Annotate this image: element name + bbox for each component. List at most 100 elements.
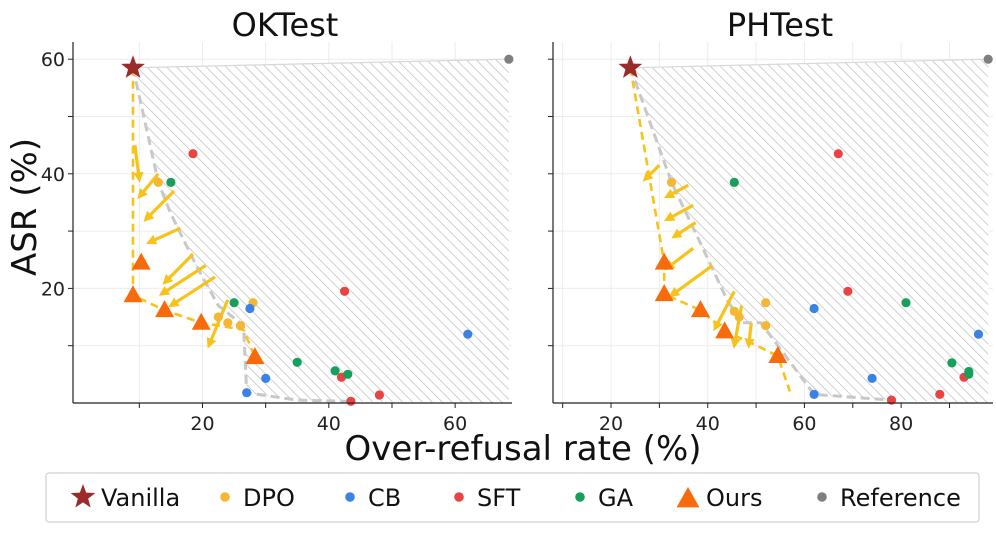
point-ours (191, 312, 211, 330)
axes-phtest: 20 40 60 80 (548, 42, 993, 435)
point-cb (973, 329, 984, 339)
ours-dashed-path (131, 67, 257, 358)
x-axis-label: Over-refusal rate (%) (344, 429, 701, 469)
point-ours (155, 300, 175, 318)
point-ga (947, 358, 957, 368)
panel-phtest: PHTest 20 40 60 80 (548, 6, 993, 435)
point-ours (715, 321, 735, 339)
arrow (744, 322, 755, 349)
frontier-line (131, 67, 348, 403)
legend-label-ga: GA (598, 484, 634, 512)
legend-items: Vanilla DPO CB SFT GA Ours Reference (70, 484, 961, 512)
arrow (642, 164, 661, 182)
point-dpo (213, 312, 223, 322)
point-ga (292, 357, 302, 367)
ours-path-oktest (131, 67, 257, 358)
point-sft (340, 286, 350, 296)
y-tick-label: 20 (41, 278, 65, 300)
legend: Vanilla DPO CB SFT GA Ours Reference (45, 472, 980, 523)
arrow (671, 221, 697, 239)
legend-label-sft: SFT (477, 484, 521, 512)
arrow (133, 144, 144, 183)
point-ours (131, 252, 151, 270)
legend-frame (45, 472, 980, 523)
point-dpo (153, 177, 163, 187)
point-sft (346, 396, 356, 406)
point-cb (245, 303, 255, 314)
point-ga (229, 298, 239, 308)
x-tick-label-phtest: 40 (696, 413, 720, 435)
axes-oktest: 20 40 60 20 40 60 (41, 42, 512, 435)
point-cb (463, 329, 473, 339)
panel-oktest: OKTest 20 40 60 20 40 60 (41, 6, 514, 435)
arrow (162, 252, 195, 285)
point-ours (768, 346, 788, 364)
x-tick-label-oktest: 40 (317, 413, 341, 435)
arrow (668, 264, 714, 298)
legend-marker-vanilla (70, 484, 96, 508)
point-cb (242, 388, 252, 398)
arrow (146, 226, 182, 245)
point-ga (729, 177, 739, 187)
arrow (206, 299, 230, 349)
legend-label-ours: Ours (706, 484, 762, 512)
x-tick-label-phtest: 60 (792, 413, 816, 435)
point-cb (867, 373, 877, 383)
frontier-region-oktest (131, 58, 509, 403)
point-vanilla (121, 55, 145, 78)
arrow (663, 183, 690, 199)
y-tick-label: 40 (41, 164, 65, 186)
legend-marker-reference (817, 492, 827, 502)
point-ga (166, 177, 176, 187)
point-sft (374, 390, 384, 400)
point-ours (245, 347, 265, 365)
point-dpo (734, 312, 744, 322)
legend-marker-cb (345, 492, 355, 502)
point-cb (809, 303, 819, 314)
arrow (137, 172, 160, 200)
arrow (158, 264, 207, 296)
point-dpo (666, 177, 677, 187)
panel-title-phtest: PHTest (727, 6, 833, 44)
legend-marker-ours (676, 487, 700, 508)
legend-label-cb: CB (368, 484, 401, 512)
point-ga (901, 298, 911, 308)
arrow (663, 203, 694, 222)
point-sft (935, 389, 945, 399)
x-tick-label-phtest: 20 (599, 413, 623, 435)
legend-marker-sft (454, 492, 464, 502)
y-tick-label: 60 (41, 49, 65, 71)
hatched-region (133, 59, 509, 403)
point-dpo (761, 321, 771, 331)
point-sft (843, 286, 853, 296)
points-phtest (618, 54, 993, 405)
x-tick-label-oktest: 60 (443, 413, 467, 435)
point-sft (188, 149, 198, 159)
frontier-line (628, 67, 892, 402)
arrow (143, 189, 176, 222)
frontier-top-edge (132, 58, 509, 69)
point-vanilla (618, 55, 643, 78)
point-sft (833, 149, 843, 159)
point-ga (964, 369, 974, 379)
frontier-region-phtest (628, 58, 989, 403)
point-ours (654, 252, 674, 270)
arrow (168, 275, 216, 308)
y-axis-label: ASR (%) (5, 138, 45, 276)
legend-label-vanilla: Vanilla (101, 484, 180, 512)
arrow (713, 290, 736, 332)
arrow (730, 305, 744, 349)
legend-marker-dpo (220, 492, 230, 502)
point-dpo (761, 298, 771, 308)
point-cb (809, 389, 819, 399)
point-reference (983, 54, 993, 64)
hatched-region (630, 59, 989, 403)
point-dpo (223, 318, 233, 328)
frontier-top-edge (630, 58, 989, 69)
legend-label-dpo: DPO (243, 484, 295, 512)
point-ours (690, 300, 710, 318)
point-ga (330, 366, 340, 376)
point-cb (261, 373, 271, 383)
x-tick-label-phtest: 80 (889, 413, 913, 435)
